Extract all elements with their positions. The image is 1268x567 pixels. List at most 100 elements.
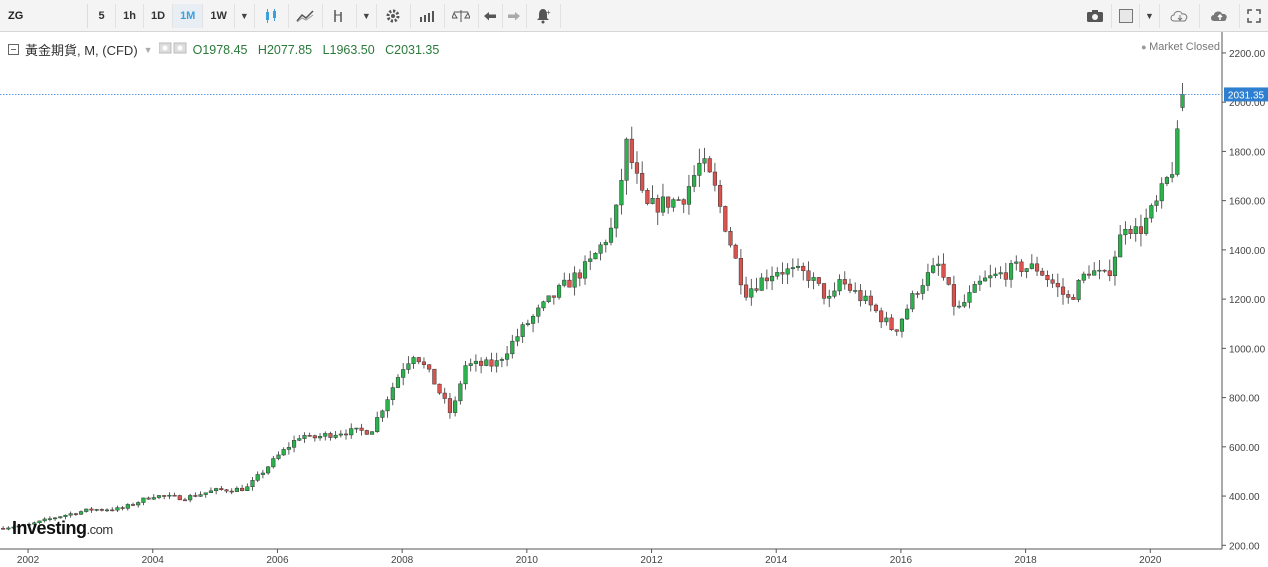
candle-up <box>562 272 567 288</box>
symbol-input[interactable]: ZG <box>2 3 88 28</box>
candle-down <box>728 227 733 248</box>
candle-up <box>1149 203 1154 223</box>
interval-dropdown-caret-icon[interactable]: ▼ <box>235 3 255 28</box>
close-value: 2031.35 <box>394 42 440 57</box>
camera-icon[interactable] <box>1078 3 1112 28</box>
y-tick-label: 1800.00 <box>1229 147 1266 158</box>
svg-text:+: + <box>546 8 551 17</box>
collapse-legend-icon[interactable] <box>8 44 19 55</box>
color-swatch-icon[interactable] <box>1112 3 1140 28</box>
candle-up <box>281 447 286 456</box>
candle-up <box>759 273 764 291</box>
candle-up <box>899 318 905 338</box>
candle-up <box>515 328 520 347</box>
candle-up <box>151 494 156 500</box>
candle-up <box>884 311 889 326</box>
undo-icon[interactable] <box>479 3 503 28</box>
series-title: 黃金期貨, M, (CFD) <box>25 43 138 58</box>
candle-down <box>1050 273 1055 288</box>
alert-bell-icon[interactable]: + <box>527 3 561 28</box>
fullscreen-icon[interactable] <box>1240 4 1268 28</box>
interval-1d-button[interactable]: 1D <box>144 3 174 28</box>
candle-down <box>328 431 333 441</box>
redo-icon[interactable] <box>503 3 527 28</box>
candle-down <box>177 494 182 501</box>
indicators-icon[interactable] <box>289 3 323 28</box>
candle-down <box>629 126 634 170</box>
candle-down <box>915 291 920 299</box>
interval-1m-button[interactable]: 1M <box>173 3 204 28</box>
last-price-badge <box>1224 87 1268 102</box>
logo-text: Investing <box>12 518 87 538</box>
y-tick-label: 1200.00 <box>1229 295 1266 306</box>
candle-down <box>1128 225 1133 239</box>
candle-down <box>224 488 229 494</box>
compare-chart-icon[interactable] <box>411 3 445 28</box>
candle-up <box>1092 262 1097 276</box>
candle-down <box>733 243 738 259</box>
candle-up <box>614 204 619 238</box>
cloud-upload-icon[interactable] <box>1200 3 1240 28</box>
candle-up <box>250 476 255 491</box>
candles-icon[interactable] <box>255 3 289 28</box>
candle-up <box>998 266 1003 279</box>
interval-1w-button[interactable]: 1W <box>203 3 235 28</box>
candle-up <box>572 266 577 296</box>
gear-icon[interactable] <box>377 3 411 28</box>
candle-down <box>1060 278 1066 305</box>
candle-down <box>780 262 785 285</box>
candle-up <box>993 267 998 279</box>
candle-up <box>905 304 910 321</box>
candle-down <box>754 277 759 293</box>
interval-1h-button[interactable]: 1h <box>116 3 144 28</box>
candle-down <box>577 269 582 287</box>
candle-up <box>84 508 89 513</box>
candle-up <box>593 252 598 260</box>
candle-up <box>936 255 941 276</box>
scale-balance-icon[interactable] <box>445 3 479 28</box>
candle-up <box>276 451 281 461</box>
y-tick-label: 800.00 <box>1229 394 1260 405</box>
candle-down <box>666 196 671 214</box>
interval-5m-button[interactable]: 5 <box>88 3 116 28</box>
logo-suffix: .com <box>86 522 114 537</box>
x-tick-label: 2016 <box>890 555 913 566</box>
drawing-dropdown-caret-icon[interactable]: ▼ <box>357 3 377 28</box>
y-tick-label: 200.00 <box>1229 541 1260 552</box>
candle-up <box>338 430 343 438</box>
candle-down <box>889 314 894 331</box>
candle-up <box>1170 161 1175 183</box>
x-tick-label: 2008 <box>391 555 414 566</box>
candle-up <box>58 516 63 519</box>
candle-down <box>1003 262 1008 287</box>
candle-up <box>962 294 967 308</box>
candle-up <box>484 356 489 367</box>
candle-down <box>343 429 349 440</box>
cloud-download-icon[interactable] <box>1160 3 1200 28</box>
candle-up <box>375 411 380 433</box>
candle-up <box>925 263 930 291</box>
candle-up <box>931 257 936 274</box>
candle-down <box>447 393 453 419</box>
open-value: 1978.45 <box>202 42 248 57</box>
investing-logo: Investing.com <box>12 518 113 539</box>
candle-up <box>686 174 692 215</box>
color-dropdown-caret-icon[interactable]: ▼ <box>1140 3 1160 28</box>
candle-up <box>827 289 832 308</box>
candle-down <box>479 357 484 374</box>
legend-caret-icon[interactable]: ▼ <box>143 44 153 55</box>
visibility-toggle-icon[interactable] <box>158 42 187 57</box>
candles <box>1 82 1185 531</box>
candle-up <box>1081 271 1086 284</box>
x-tick-label: 2002 <box>17 555 40 566</box>
candle-down <box>1 526 6 530</box>
candle-up <box>463 361 468 390</box>
y-tick-label: 1000.00 <box>1229 344 1266 355</box>
candle-up <box>530 313 536 333</box>
candle-up <box>957 300 962 309</box>
drawing-tools-icon[interactable] <box>323 3 357 28</box>
candle-up <box>208 487 214 493</box>
price-chart[interactable]: 200.00 400.00 600.00 800.00 1000.00 1200.00 14… <box>0 32 1268 567</box>
y-tick-label: 1600.00 <box>1229 197 1266 208</box>
candle-down <box>240 484 245 492</box>
